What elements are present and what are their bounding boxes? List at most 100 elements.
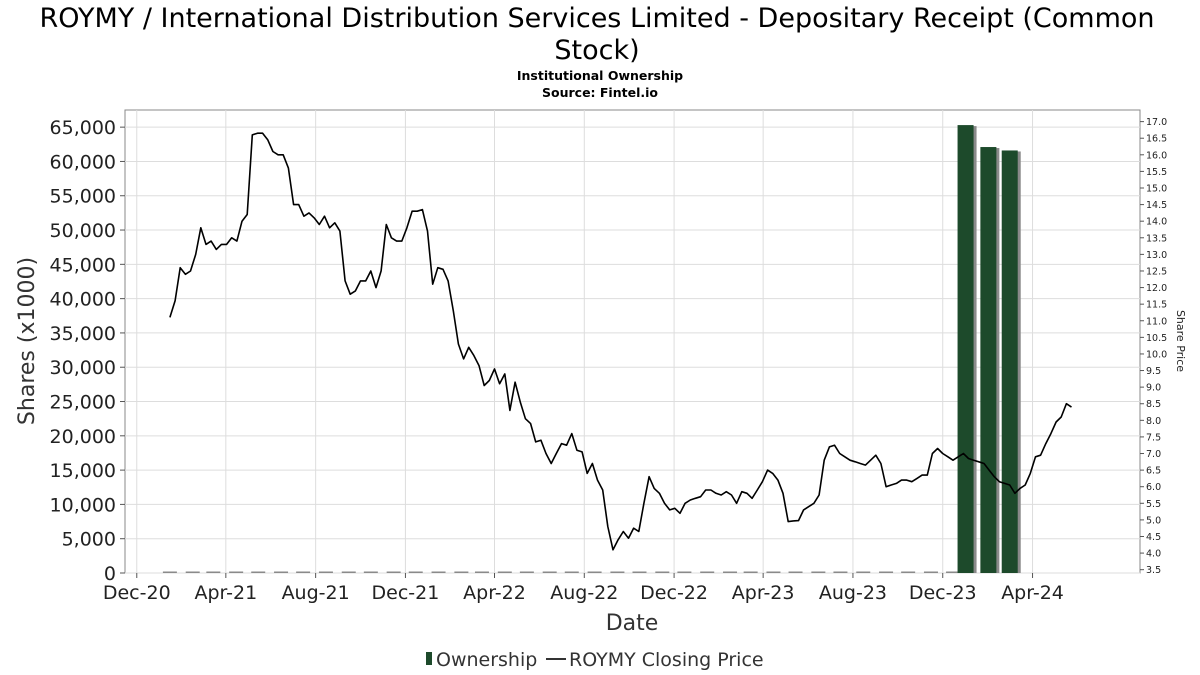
ownership-bar	[879, 571, 894, 573]
y-axis: 0 5,000 10,000 15,000 20,000 25,000 30,000 35,0…	[50, 117, 125, 585]
ownership-bar	[723, 571, 738, 573]
ownership-bar	[610, 571, 625, 573]
y-tick-label: 30,000	[50, 357, 116, 379]
x-tick-label: Dec-20	[103, 582, 171, 604]
y2-tick-label: 5.5	[1146, 499, 1161, 510]
y-tick-label: 25,000	[50, 392, 116, 414]
y2-axis: 3.5 4.0 4.5 5.0 5.5 6.0 6.5 7.0 7.5 8.0 8.5 9.0 9.5 1…	[1140, 117, 1167, 576]
y2-tick-label: 15.5	[1146, 167, 1167, 178]
x-tick-label: Dec-22	[640, 582, 708, 604]
y2-tick-label: 16.5	[1146, 134, 1167, 145]
closing-price-line	[169, 132, 1072, 551]
y-tick-label: 0	[104, 563, 116, 585]
legend-swatch-ownership	[426, 652, 432, 665]
y-tick-label: 20,000	[50, 426, 116, 448]
chart-title-line-1: ROYMY / International Distribution Servi…	[39, 3, 1154, 34]
line-layer	[169, 132, 1072, 551]
y-tick-label: 35,000	[50, 323, 116, 345]
ownership-bar	[431, 571, 446, 573]
ownership-bar	[386, 571, 401, 573]
ownership-bar	[766, 571, 781, 573]
y2-tick-label: 9.5	[1146, 366, 1161, 377]
y2-tick-label: 6.5	[1146, 466, 1161, 477]
y-tick-label: 60,000	[50, 151, 116, 173]
ownership-bar	[1001, 150, 1018, 573]
x-axis: Dec-20 Apr-21 Aug-21 Dec-21 Apr-22 Aug-22 Dec-…	[103, 573, 1064, 604]
y2-tick-label: 14.0	[1146, 217, 1167, 228]
ownership-bar	[632, 571, 647, 573]
y-tick-label: 5,000	[62, 529, 116, 551]
y2-axis-label: Share Price	[1174, 310, 1187, 372]
y2-tick-label: 14.5	[1146, 200, 1167, 211]
y2-tick-label: 10.0	[1146, 349, 1167, 360]
ownership-bar	[162, 571, 177, 573]
y2-tick-label: 12.5	[1146, 266, 1167, 277]
y-tick-label: 65,000	[50, 117, 116, 139]
legend: Ownership ROYMY Closing Price	[426, 649, 764, 671]
x-tick-label: Aug-21	[282, 582, 350, 604]
ownership-bar	[677, 571, 692, 573]
y2-tick-label: 11.0	[1146, 316, 1167, 327]
ownership-bar	[564, 571, 579, 573]
y2-tick-label: 6.0	[1146, 482, 1161, 493]
chart-source: Source: Fintel.io	[542, 85, 658, 100]
x-tick-label: Dec-21	[372, 582, 440, 604]
ownership-bar	[341, 571, 356, 573]
ownership-bar	[229, 571, 244, 573]
y-tick-label: 45,000	[50, 254, 116, 276]
ownership-bar	[185, 571, 200, 573]
x-tick-label: Apr-21	[194, 582, 257, 604]
y2-tick-label: 12.0	[1146, 283, 1167, 294]
x-axis-label: Date	[606, 611, 659, 636]
y2-tick-label: 5.0	[1146, 515, 1161, 526]
ownership-bar	[251, 571, 266, 573]
x-tick-label: Dec-23	[909, 582, 977, 604]
x-tick-label: Apr-23	[732, 582, 795, 604]
y2-tick-label: 15.0	[1146, 183, 1167, 194]
y2-tick-label: 10.5	[1146, 333, 1167, 344]
ownership-bar	[454, 571, 469, 573]
ownership-bar	[519, 571, 534, 573]
ownership-bar	[811, 571, 826, 573]
y-tick-label: 15,000	[50, 460, 116, 482]
y2-tick-label: 13.5	[1146, 233, 1167, 244]
ownership-bar	[587, 571, 602, 573]
y-axis-label: Shares (x1000)	[15, 257, 40, 425]
ownership-bar	[700, 571, 715, 573]
y-tick-label: 40,000	[50, 289, 116, 311]
y2-tick-label: 11.5	[1146, 300, 1167, 311]
y2-tick-label: 7.0	[1146, 449, 1161, 460]
ownership-bar	[788, 571, 803, 573]
ownership-bar	[497, 571, 512, 573]
ownership-bar	[274, 571, 289, 573]
ownership-bar	[957, 125, 974, 574]
y-tick-label: 55,000	[50, 186, 116, 208]
ownership-bar	[542, 571, 557, 573]
x-tick-label: Apr-24	[1001, 582, 1064, 604]
ownership-bar	[923, 571, 938, 573]
x-tick-label: Apr-22	[463, 582, 526, 604]
y2-tick-label: 8.5	[1146, 399, 1161, 410]
y2-tick-label: 16.0	[1146, 150, 1167, 161]
y2-tick-label: 3.5	[1146, 565, 1161, 576]
x-tick-label: Aug-22	[550, 582, 618, 604]
ownership-bar	[296, 571, 311, 573]
y2-tick-label: 7.5	[1146, 432, 1161, 443]
ownership-bar	[363, 571, 378, 573]
y2-tick-label: 8.0	[1146, 416, 1161, 427]
ownership-bar	[408, 571, 423, 573]
y2-tick-label: 4.0	[1146, 549, 1161, 560]
x-tick-label: Aug-23	[819, 582, 887, 604]
ownership-bar	[901, 571, 916, 573]
y2-tick-label: 4.5	[1146, 532, 1161, 543]
y2-tick-label: 17.0	[1146, 117, 1167, 128]
legend-label-ownership: Ownership	[436, 649, 537, 671]
ownership-bar	[856, 571, 871, 573]
y-tick-label: 50,000	[50, 220, 116, 242]
ownership-bar	[743, 571, 758, 573]
y2-tick-label: 9.0	[1146, 383, 1161, 394]
ownership-bar	[206, 571, 221, 573]
chart-title-line-2: Stock)	[554, 35, 639, 66]
ownership-bar	[946, 571, 961, 573]
